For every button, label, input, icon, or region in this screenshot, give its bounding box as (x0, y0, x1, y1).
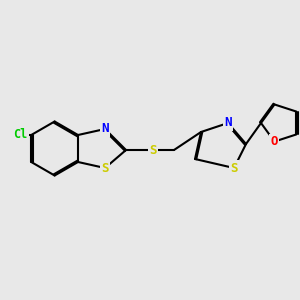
Text: N: N (101, 122, 109, 136)
Text: N: N (224, 116, 232, 130)
Text: S: S (101, 161, 109, 175)
Text: S: S (149, 143, 157, 157)
Text: S: S (230, 161, 238, 175)
Text: O: O (271, 135, 278, 148)
Text: Cl: Cl (14, 128, 28, 142)
